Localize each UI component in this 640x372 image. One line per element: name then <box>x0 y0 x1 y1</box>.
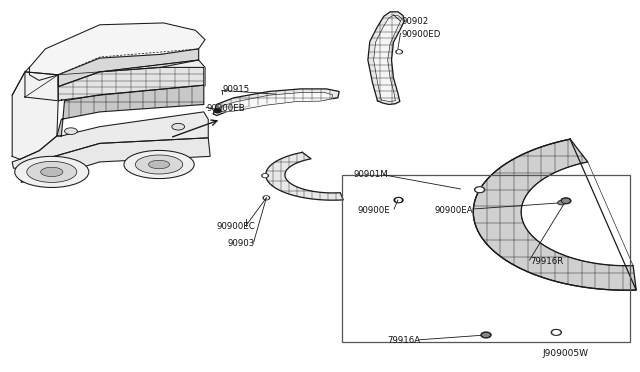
Ellipse shape <box>124 150 194 179</box>
Circle shape <box>396 50 403 54</box>
Ellipse shape <box>41 167 63 177</box>
Ellipse shape <box>148 160 170 169</box>
Circle shape <box>483 333 489 337</box>
Circle shape <box>474 187 484 193</box>
Polygon shape <box>25 60 205 101</box>
Polygon shape <box>473 139 636 290</box>
Text: 90900ED: 90900ED <box>402 29 441 39</box>
Text: J909005W: J909005W <box>542 349 588 358</box>
Bar <box>342 175 630 341</box>
Polygon shape <box>374 16 402 102</box>
Polygon shape <box>218 93 333 112</box>
Polygon shape <box>58 49 198 87</box>
Text: 79916A: 79916A <box>387 336 420 346</box>
Text: 90901M: 90901M <box>354 170 388 179</box>
Circle shape <box>476 188 483 192</box>
Circle shape <box>394 198 403 203</box>
Ellipse shape <box>172 124 184 130</box>
Circle shape <box>481 332 491 338</box>
Text: 90902: 90902 <box>402 17 429 26</box>
Circle shape <box>561 198 570 203</box>
Circle shape <box>214 109 220 113</box>
Text: 90903: 90903 <box>227 239 255 248</box>
Ellipse shape <box>15 156 89 187</box>
Circle shape <box>553 331 559 334</box>
Text: 90900E: 90900E <box>357 206 390 215</box>
Circle shape <box>551 330 561 335</box>
Circle shape <box>263 174 267 177</box>
Polygon shape <box>57 85 204 136</box>
Ellipse shape <box>65 128 77 135</box>
Ellipse shape <box>27 161 77 182</box>
Circle shape <box>214 109 221 113</box>
Circle shape <box>561 198 571 204</box>
Polygon shape <box>12 112 208 168</box>
Circle shape <box>215 110 219 112</box>
Text: 79916R: 79916R <box>531 257 564 266</box>
Circle shape <box>264 197 268 199</box>
Polygon shape <box>29 23 205 80</box>
Circle shape <box>563 199 569 203</box>
Polygon shape <box>21 138 210 182</box>
Circle shape <box>557 201 565 205</box>
Text: 90915: 90915 <box>223 85 250 94</box>
Circle shape <box>263 196 269 200</box>
Circle shape <box>397 51 401 53</box>
Circle shape <box>481 333 490 337</box>
Polygon shape <box>266 153 343 200</box>
Text: 90900EB: 90900EB <box>206 104 245 113</box>
Polygon shape <box>368 12 404 105</box>
Text: 90900EC: 90900EC <box>216 222 255 231</box>
Polygon shape <box>213 89 339 116</box>
Circle shape <box>262 174 268 177</box>
Ellipse shape <box>136 155 183 174</box>
Polygon shape <box>58 67 204 101</box>
Circle shape <box>396 199 401 202</box>
Polygon shape <box>12 72 58 159</box>
Text: 90900EA: 90900EA <box>435 206 474 215</box>
